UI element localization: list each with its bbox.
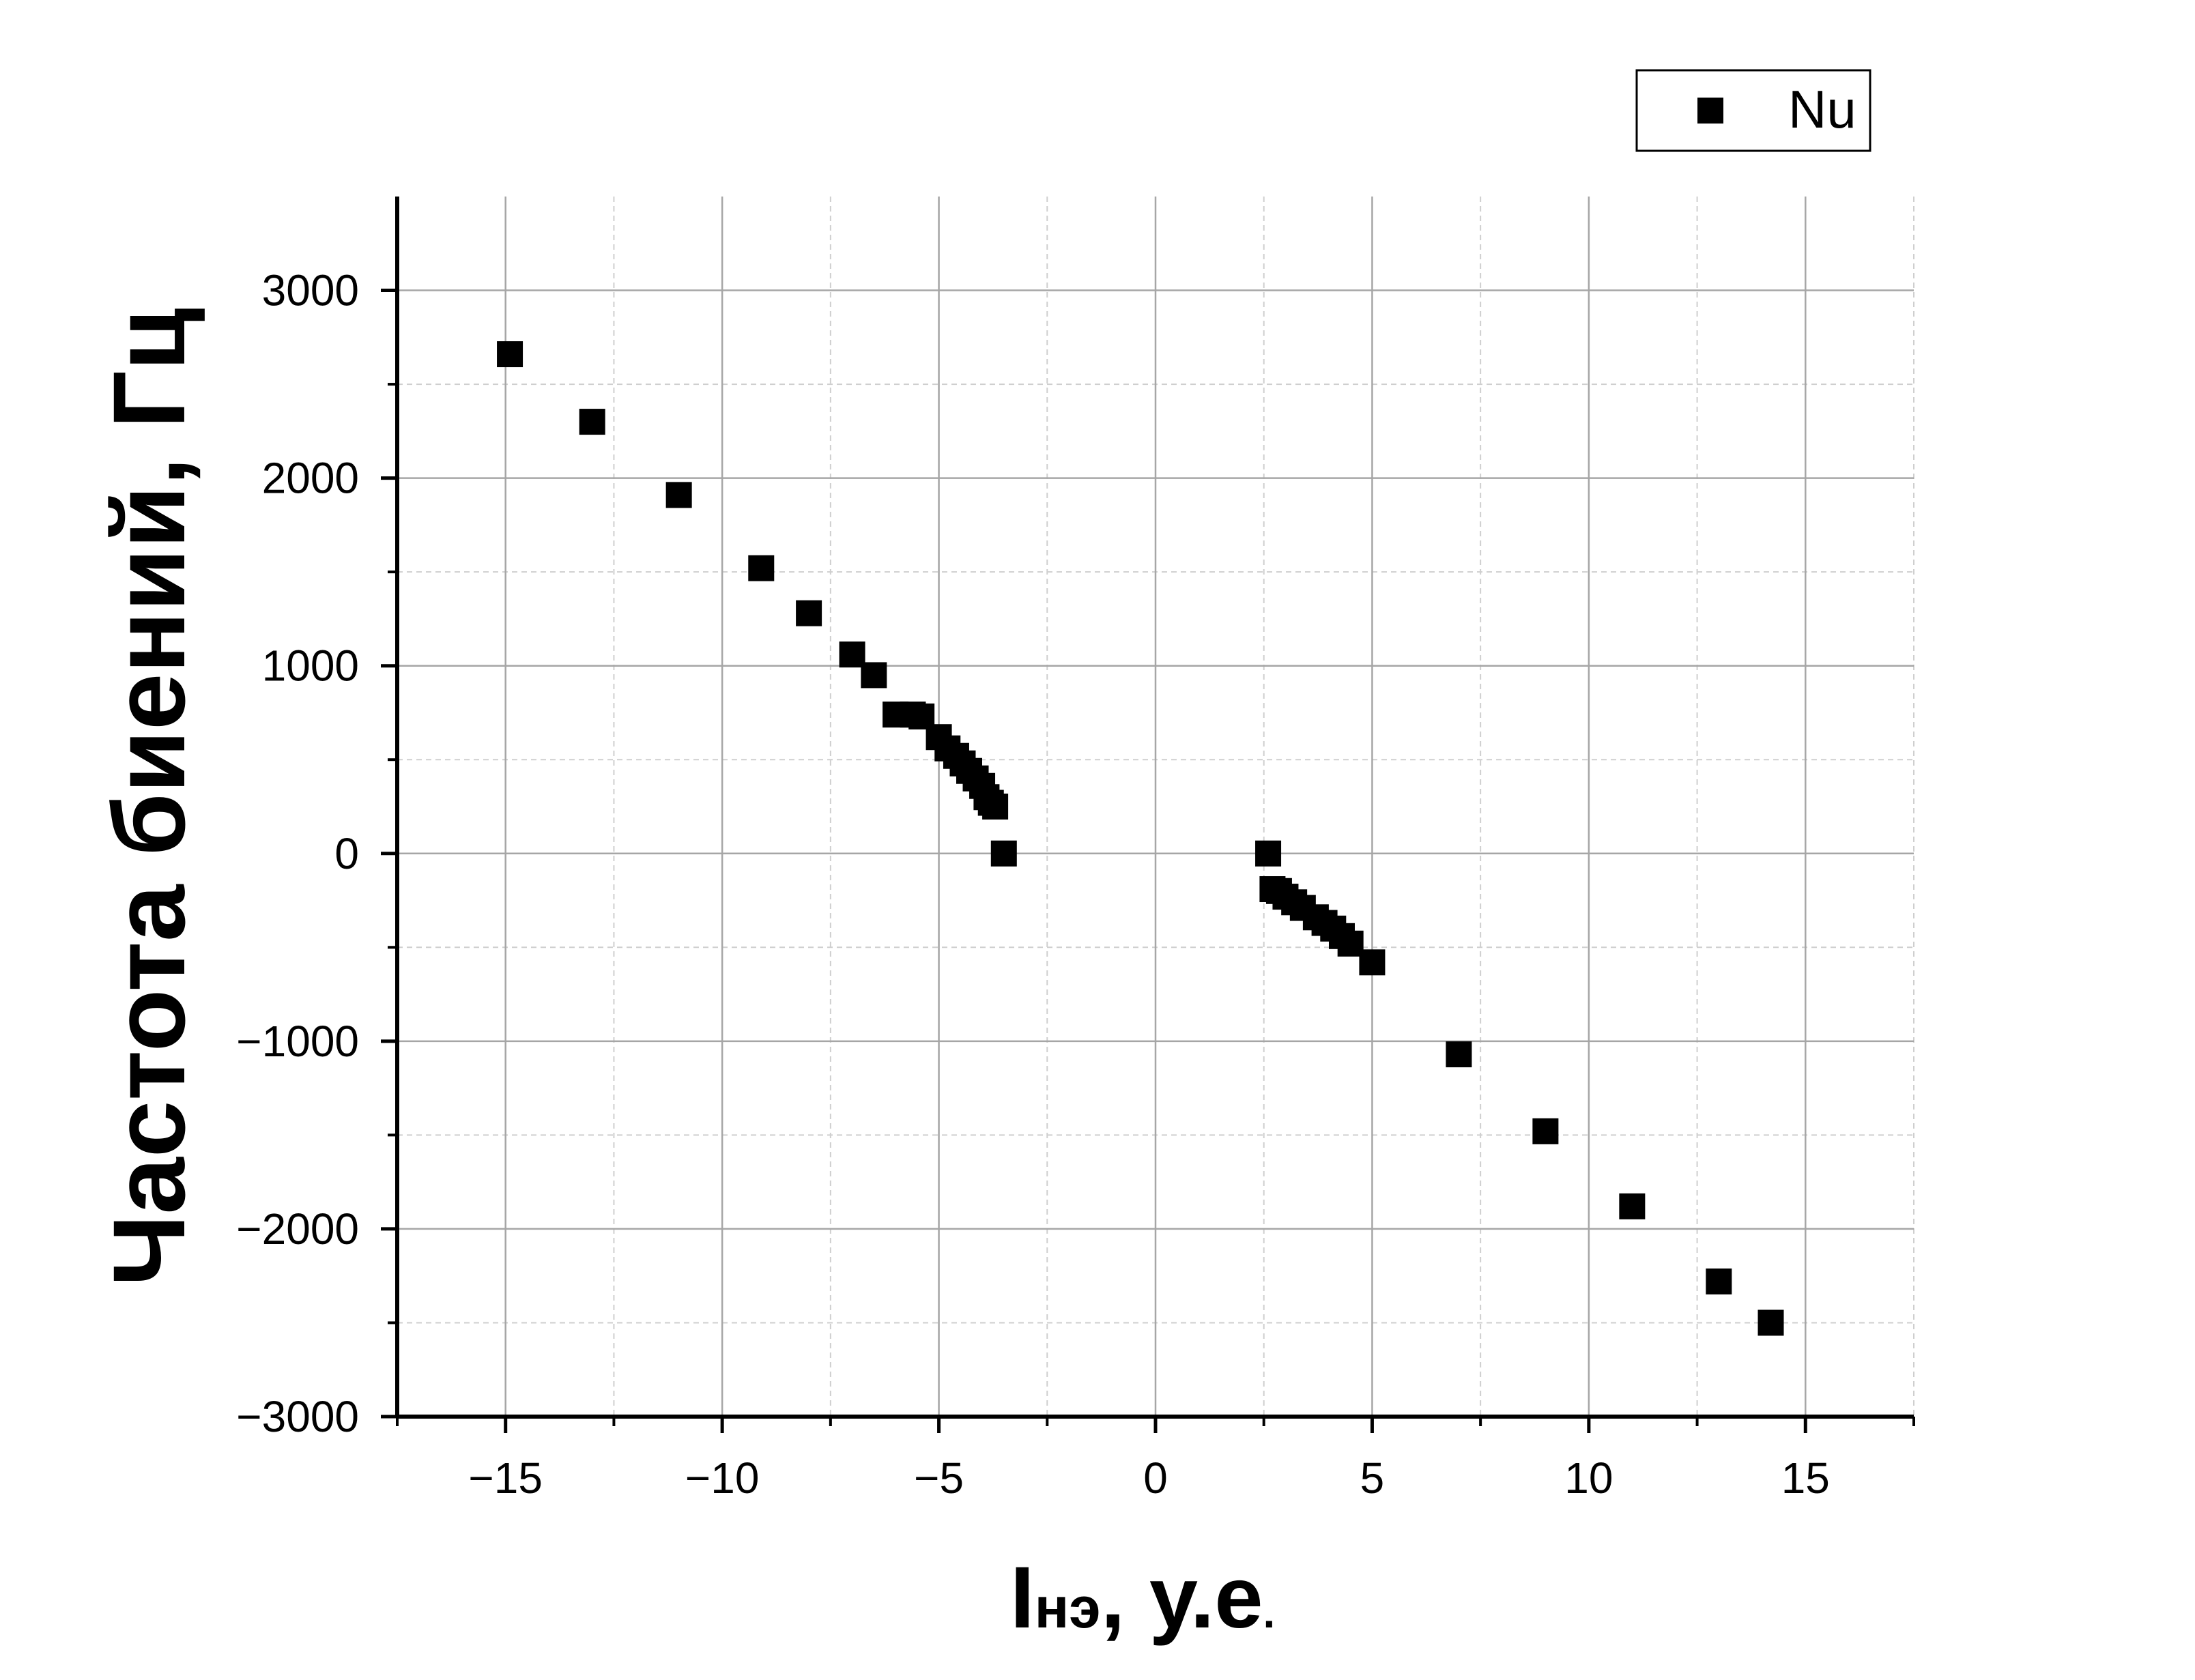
data-point — [1359, 949, 1386, 976]
legend: Nu — [1635, 69, 1871, 152]
data-point — [1706, 1268, 1732, 1294]
data-point — [1255, 840, 1282, 867]
data-point — [796, 600, 822, 626]
y-tick-label: −1000 — [236, 1017, 359, 1066]
data-point — [1337, 930, 1364, 957]
data-points — [497, 341, 1784, 1336]
x-axis-title-dot: . — [1263, 1588, 1276, 1637]
data-point — [990, 840, 1017, 867]
y-tick-label: 0 — [334, 829, 359, 878]
x-axis-title: Iнэ, у.е. — [1010, 1549, 1275, 1647]
grid — [397, 197, 1914, 1418]
data-point — [497, 341, 523, 368]
x-axis-title-main: I — [1010, 1549, 1035, 1647]
y-axis-title: Частота биений, Гц — [91, 308, 206, 1286]
y-tick-label: −3000 — [236, 1392, 359, 1441]
x-tick-label: −10 — [685, 1453, 760, 1503]
y-tick-label: 2000 — [262, 454, 359, 503]
data-point — [861, 662, 887, 689]
x-tick-label: −5 — [914, 1453, 964, 1503]
legend-label: Nu — [1788, 79, 1856, 139]
data-point — [982, 794, 1009, 820]
legend-box — [1635, 69, 1871, 152]
y-tick-label: 3000 — [262, 266, 359, 315]
legend-marker — [1697, 98, 1723, 124]
data-point — [1532, 1118, 1559, 1144]
data-point — [748, 555, 775, 581]
x-tick-label: 10 — [1564, 1453, 1613, 1503]
data-point — [1446, 1041, 1472, 1068]
data-point — [839, 641, 865, 668]
data-point — [1619, 1193, 1646, 1219]
y-tick-label: −2000 — [236, 1204, 359, 1254]
axes — [381, 197, 1915, 1433]
x-tick-label: −15 — [468, 1453, 543, 1503]
x-axis-title-tail: , у.е — [1101, 1549, 1263, 1647]
y-tick-label: 1000 — [262, 641, 359, 691]
data-point — [1758, 1309, 1784, 1336]
x-axis-title-sub: нэ — [1035, 1576, 1101, 1640]
tick-labels: −15 −10 −5 0 5 10 15 −3000 −2000 −1000 0 1000 2000 30… — [236, 266, 1830, 1503]
data-point — [665, 482, 692, 508]
data-point — [579, 409, 605, 435]
x-tick-label: 5 — [1360, 1453, 1385, 1503]
x-tick-label: 0 — [1143, 1453, 1168, 1503]
x-tick-label: 15 — [1781, 1453, 1830, 1503]
